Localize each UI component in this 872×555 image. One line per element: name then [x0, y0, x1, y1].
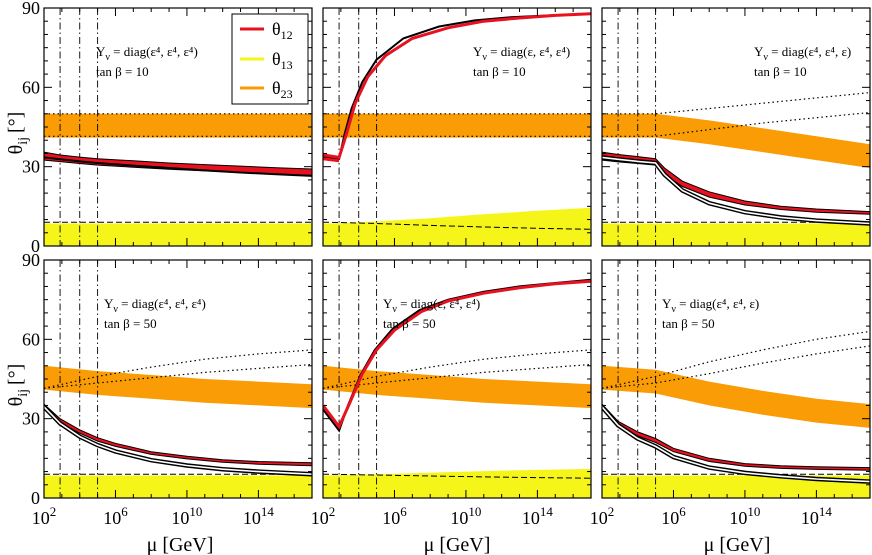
- x-axis-label-right: μ [GeV]: [704, 534, 771, 555]
- theta12-band: [44, 403, 312, 467]
- x-tick-label: 1010: [450, 504, 481, 528]
- theta13-band: [44, 223, 312, 246]
- ylabel-theta: θ: [5, 145, 27, 155]
- legend-label-theta23: θ23: [272, 78, 293, 101]
- svg-text:θij[°]: θij [°]: [5, 364, 31, 407]
- y-tick-label: 90: [22, 0, 40, 18]
- panel-annotation-tanbeta: tan β = 10: [473, 64, 526, 79]
- theta23-band: [44, 365, 312, 409]
- legend: θ12 θ13 θ23: [231, 13, 309, 105]
- panel-annotation-yukawa: Yν = diag(ε⁴, ε⁴, ε⁴): [104, 296, 206, 315]
- ylabel-unit: [°]: [5, 112, 27, 133]
- panel-annotation-yukawa: Yν = diag(ε⁴, ε⁴, ε): [662, 296, 759, 315]
- panel-annotation-yukawa: Yν = diag(ε⁴, ε⁴, ε⁴): [96, 44, 198, 63]
- theta12-band: [44, 151, 312, 176]
- y-axis-label-bottom: θij [°]: [5, 364, 31, 407]
- y-tick-label: 30: [22, 157, 40, 177]
- theta23-dotted-line: [44, 349, 312, 389]
- x-tick-label: 102: [311, 504, 336, 528]
- theta23-dotted-line: [602, 92, 870, 115]
- plot-area: [44, 8, 312, 246]
- panel-bottom-middle: 102 106 1010 1014 Yν = diag(ε, ε⁴, ε⁴)tan β …: [311, 259, 592, 528]
- theta23-band: [44, 113, 312, 138]
- plot-area: [602, 260, 870, 498]
- theta23-band: [602, 365, 870, 428]
- theta12-red-curve: [323, 12, 591, 160]
- panel-annotation-yukawa: Yν = diag(ε, ε⁴, ε⁴): [473, 44, 570, 63]
- theta13-band: [44, 475, 312, 498]
- theta23-dotted-line: [602, 330, 870, 389]
- x-axis-label-left: μ [GeV]: [147, 534, 214, 555]
- x-tick-label: 1010: [171, 504, 202, 528]
- theta12-black-curve-inner: [602, 406, 870, 483]
- theta12-black-curve-inner: [44, 406, 312, 475]
- panel-annotation-tanbeta: tan β = 50: [662, 316, 715, 331]
- plot-area: [602, 8, 870, 246]
- panel-annotation-tanbeta: tan β = 10: [754, 64, 807, 79]
- y-tick-label: 90: [22, 250, 40, 270]
- panel-annotation-yukawa: Yν = diag(ε⁴, ε⁴, ε): [754, 44, 851, 63]
- theta12-black-curve-inner: [602, 156, 870, 225]
- theta23-band: [602, 113, 870, 168]
- x-tick-label: 102: [32, 504, 57, 528]
- ylabel-theta: θ: [5, 397, 27, 407]
- plot-area: [323, 8, 591, 246]
- x-tick-label: 102: [590, 504, 615, 528]
- theta13-dashed-line: [323, 473, 591, 479]
- panel-top-left: 0 30 60 90 Yν = diag(ε⁴, ε⁴, ε⁴)tan β = 10: [22, 0, 313, 256]
- panel-bottom-left: 0 30 60 90 102 106 1010 1014 Yν = diag(ε⁴, ε⁴, ε…: [22, 250, 313, 528]
- theta12-black-curve-outer: [602, 155, 870, 226]
- x-tick-label: 106: [661, 504, 686, 528]
- ylabel-sub: ij: [16, 137, 31, 145]
- x-axis-label-middle: μ [GeV]: [424, 534, 491, 555]
- panel-bottom-right: 102 106 1010 1014 Yν = diag(ε⁴, ε⁴, ε)tan β …: [590, 259, 871, 528]
- theta23-band: [323, 113, 591, 138]
- x-tick-label: 1014: [243, 504, 275, 528]
- y-tick-label: 60: [22, 77, 40, 97]
- panel-top-right: Yν = diag(ε⁴, ε⁴, ε)tan β = 10: [601, 7, 871, 247]
- legend-label-theta12: θ12: [272, 19, 293, 42]
- y-axis-label-top: θij [°]: [5, 112, 31, 155]
- ylabel-sub: ij: [16, 389, 31, 397]
- panel-top-middle: Yν = diag(ε, ε⁴, ε⁴)tan β = 10: [322, 7, 592, 247]
- theta23-dotted-line: [602, 345, 870, 389]
- theta23-dotted-line: [323, 349, 591, 389]
- theta12-red-curve: [323, 279, 591, 430]
- panel-annotation-tanbeta: tan β = 10: [96, 64, 149, 79]
- y-tick-label: 0: [31, 488, 40, 508]
- panel-annotation-tanbeta: tan β = 50: [383, 316, 436, 331]
- ylabel-unit: [°]: [5, 364, 27, 385]
- plot-area: [323, 260, 591, 498]
- theta13-band: [602, 223, 870, 246]
- theta12-black-curve: [44, 156, 312, 177]
- theta12-band: [602, 403, 870, 471]
- y-tick-label: 30: [22, 409, 40, 429]
- x-tick-label: 1014: [522, 504, 554, 528]
- y-tick-label: 60: [22, 329, 40, 349]
- x-tick-label: 1014: [801, 504, 833, 528]
- x-tick-label: 1010: [729, 504, 760, 528]
- panel-annotation-yukawa: Yν = diag(ε, ε⁴, ε⁴): [383, 296, 480, 315]
- theta13-band: [323, 468, 591, 498]
- theta13-band: [323, 207, 591, 246]
- panel-annotation-tanbeta: tan β = 50: [104, 316, 157, 331]
- theta12-red-curve: [323, 157, 340, 163]
- x-tick-label: 106: [382, 504, 407, 528]
- plot-area: [44, 260, 312, 498]
- svg-text:θij[°]: θij [°]: [5, 112, 31, 155]
- theta13-band: [602, 475, 870, 498]
- x-tick-label: 106: [103, 504, 128, 528]
- theta23-band: [323, 365, 591, 409]
- y-tick-label: 0: [31, 236, 40, 256]
- legend-label-theta13: θ13: [272, 49, 293, 72]
